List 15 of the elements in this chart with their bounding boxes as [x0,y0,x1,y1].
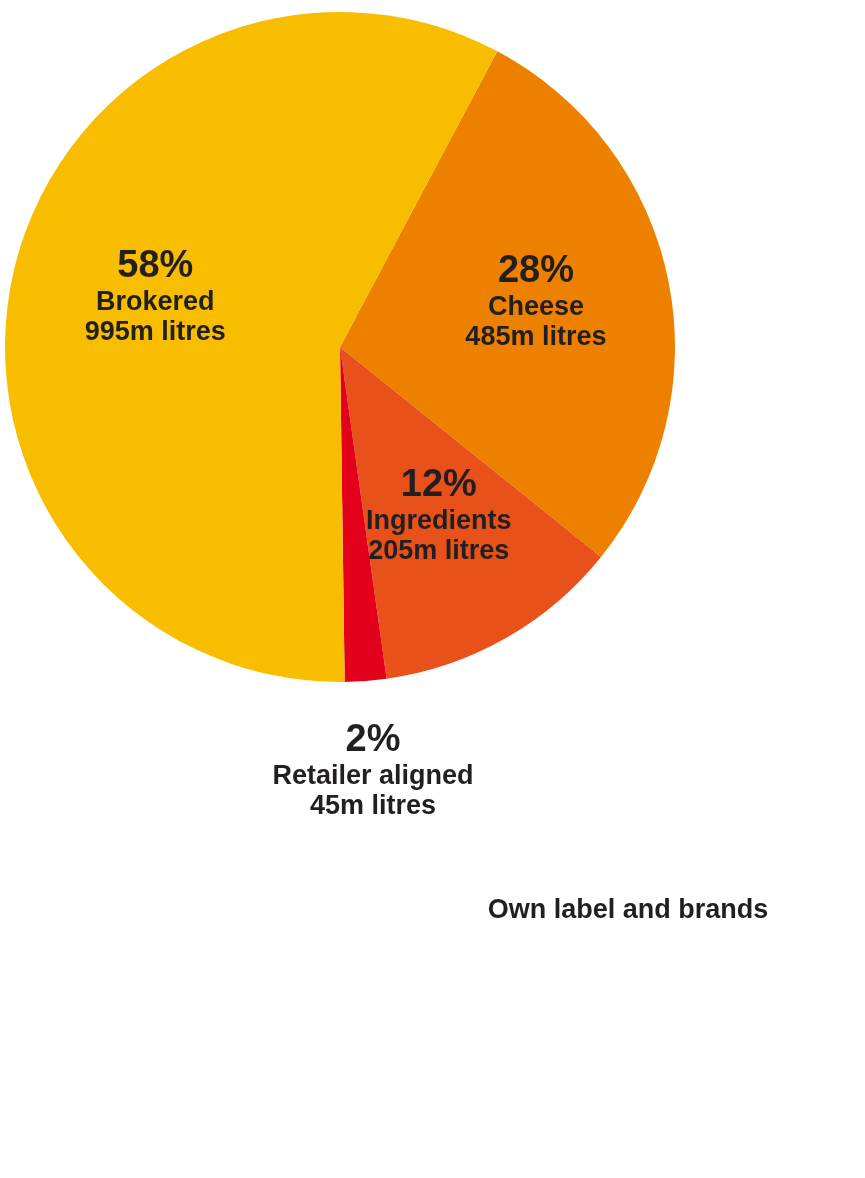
pie-slice [340,51,675,557]
text: 45m litres [309,789,437,820]
data-label: 12% [400,461,477,504]
slice-label: Ingredients [366,504,512,535]
data-label: 2% [345,716,401,759]
pie-slice [340,347,602,679]
text: Own label and brands [487,894,769,924]
text: 995m litres [84,316,226,347]
text: 205m litres [368,534,510,565]
slice-label: Brokered [96,286,215,317]
data-label: 58% [117,243,194,286]
data-label: 28% [497,247,574,290]
slice-label: Cheese [487,290,584,321]
slice-label: Retailer aligned [272,759,474,790]
text: 485m litres [465,320,607,351]
